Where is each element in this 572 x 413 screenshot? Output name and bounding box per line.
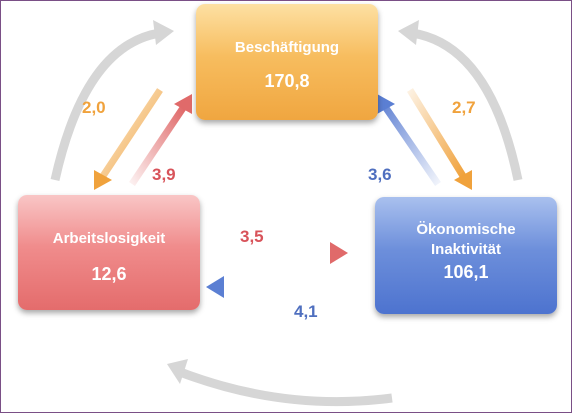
flow-arrow-employment-to-inactivity <box>407 88 466 178</box>
cycle-arrowhead-top-right <box>398 20 419 45</box>
cycle-arrow-top-left <box>50 28 161 181</box>
node-unemployment: Arbeitslosigkeit 12,6 <box>18 195 200 310</box>
flow-arrowhead-unemployment-to-employment <box>174 94 192 114</box>
flow-arrow-employment-to-unemployment <box>100 88 163 178</box>
node-employment: Beschäftigung 170,8 <box>196 4 378 120</box>
node-unemployment-value: 12,6 <box>91 264 127 284</box>
node-employment-label: Beschäftigung <box>234 39 340 56</box>
node-inactivity-value: 106,1 <box>443 262 489 282</box>
flow-arrow-unemployment-to-employment <box>129 106 186 186</box>
flow-label-inactivity-to-unemployment: 4,1 <box>294 302 318 321</box>
node-unemployment-label: Arbeitslosigkeit <box>52 230 166 247</box>
cycle-arrow-bottom <box>178 367 393 407</box>
node-inactivity: Ökonomische Inaktivität 106,1 <box>375 197 557 314</box>
flow-label-unemployment-to-inactivity: 3,5 <box>240 227 264 246</box>
flow-arrowhead-inactivity-to-unemployment <box>206 276 224 298</box>
cycle-arrowhead-bottom <box>167 359 188 384</box>
node-employment-value: 170,8 <box>264 71 310 91</box>
cycle-arrow-top-right <box>411 28 523 181</box>
flow-arrowhead-employment-to-inactivity <box>454 170 472 190</box>
flow-label-inactivity-to-employment: 3,6 <box>368 165 392 184</box>
cycle-arrows <box>50 28 523 407</box>
cycle-arrowhead-top-left <box>153 20 174 45</box>
node-inactivity-label: Ökonomische Inaktivität <box>416 221 516 258</box>
flow-arrowhead-employment-to-unemployment <box>94 170 112 190</box>
flow-label-unemployment-to-employment: 3,9 <box>152 165 176 184</box>
flow-label-employment-to-unemployment: 2,0 <box>82 98 106 117</box>
flow-arrow-inactivity-to-employment <box>383 106 441 186</box>
flow-label-employment-to-inactivity: 2,7 <box>452 98 476 117</box>
flow-arrowhead-inactivity-to-employment <box>377 94 395 114</box>
flow-arrowhead-unemployment-to-inactivity <box>330 242 348 264</box>
